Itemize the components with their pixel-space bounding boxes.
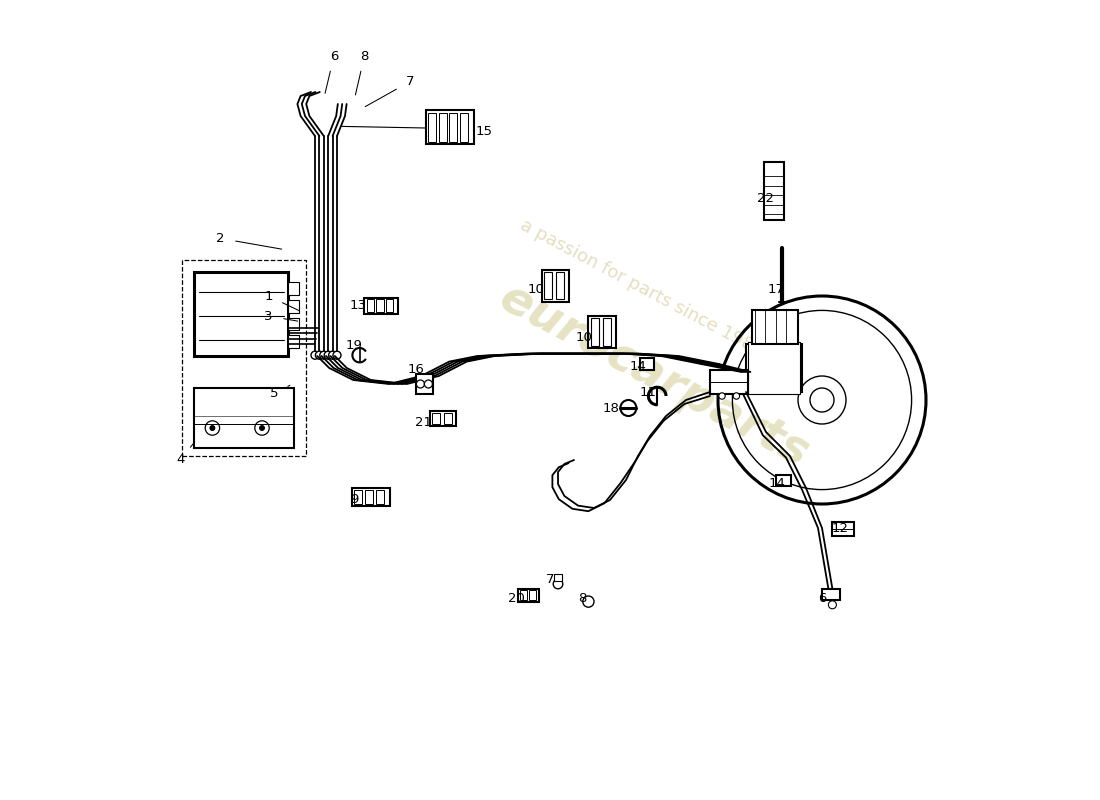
Bar xyxy=(449,113,458,142)
Text: 3: 3 xyxy=(264,310,273,322)
Circle shape xyxy=(620,400,637,416)
Bar xyxy=(432,413,440,424)
Bar xyxy=(365,490,373,504)
Bar xyxy=(426,110,474,144)
Bar xyxy=(364,298,398,314)
Bar xyxy=(591,318,598,346)
Bar xyxy=(416,374,433,394)
Circle shape xyxy=(553,579,563,589)
Circle shape xyxy=(583,596,594,607)
Bar xyxy=(529,590,536,600)
Bar xyxy=(554,574,562,581)
Bar xyxy=(376,490,384,504)
Text: 6: 6 xyxy=(817,592,826,605)
Bar xyxy=(832,522,854,536)
Text: 6: 6 xyxy=(330,50,338,62)
Text: 22: 22 xyxy=(758,192,774,205)
Bar xyxy=(288,282,299,295)
Text: a passion for parts since 1985: a passion for parts since 1985 xyxy=(517,216,767,360)
Bar xyxy=(777,475,791,486)
Text: 17: 17 xyxy=(767,283,784,296)
Circle shape xyxy=(734,393,739,399)
Text: 7: 7 xyxy=(546,573,554,586)
Circle shape xyxy=(810,388,834,412)
Bar xyxy=(746,344,802,392)
Bar xyxy=(588,316,616,348)
Bar xyxy=(542,270,569,302)
Bar xyxy=(430,411,455,426)
Circle shape xyxy=(425,380,432,388)
Circle shape xyxy=(320,351,328,359)
Circle shape xyxy=(333,351,341,359)
Text: 12: 12 xyxy=(832,522,848,534)
Bar xyxy=(288,335,299,348)
Text: eurocarparts: eurocarparts xyxy=(492,275,816,477)
Bar xyxy=(639,358,654,370)
Bar xyxy=(748,342,801,394)
Text: 10: 10 xyxy=(575,331,592,344)
Bar xyxy=(354,490,362,504)
Bar xyxy=(439,113,447,142)
Circle shape xyxy=(828,601,836,609)
Bar xyxy=(603,318,611,346)
Text: 14: 14 xyxy=(769,477,785,490)
Text: 4: 4 xyxy=(176,453,185,466)
Bar xyxy=(443,413,452,424)
Text: 13: 13 xyxy=(350,299,366,312)
Text: 14: 14 xyxy=(629,360,647,373)
Circle shape xyxy=(311,351,319,359)
Text: 20: 20 xyxy=(508,592,525,605)
Bar xyxy=(194,388,294,448)
Bar xyxy=(428,113,437,142)
Circle shape xyxy=(417,380,425,388)
Text: 8: 8 xyxy=(578,592,586,605)
Text: 9: 9 xyxy=(350,493,359,506)
Text: 15: 15 xyxy=(476,125,493,138)
Bar xyxy=(751,310,798,344)
Bar xyxy=(557,272,564,299)
Text: 18: 18 xyxy=(603,402,619,414)
Bar xyxy=(366,299,374,312)
Bar xyxy=(194,272,288,356)
Circle shape xyxy=(210,426,214,430)
Circle shape xyxy=(316,351,323,359)
Circle shape xyxy=(255,421,270,435)
Bar xyxy=(710,370,748,394)
Bar xyxy=(544,272,552,299)
Text: 5: 5 xyxy=(270,387,278,400)
Bar xyxy=(518,589,539,602)
Bar xyxy=(764,162,784,220)
Text: 16: 16 xyxy=(407,363,424,376)
Bar xyxy=(460,113,467,142)
Text: 11: 11 xyxy=(639,386,656,398)
Text: 1: 1 xyxy=(264,290,273,302)
Text: 10: 10 xyxy=(527,283,544,296)
Bar xyxy=(288,300,299,313)
Bar xyxy=(288,318,299,330)
Bar xyxy=(520,590,527,600)
Bar xyxy=(352,488,390,506)
Bar xyxy=(822,589,839,600)
Circle shape xyxy=(206,421,220,435)
Text: 2: 2 xyxy=(216,232,224,245)
Circle shape xyxy=(329,351,337,359)
Bar xyxy=(386,299,393,312)
Circle shape xyxy=(718,393,725,399)
Circle shape xyxy=(260,426,264,430)
Text: 21: 21 xyxy=(415,416,432,429)
Text: 8: 8 xyxy=(360,50,368,62)
Text: 19: 19 xyxy=(345,339,362,352)
Circle shape xyxy=(324,351,332,359)
Text: 7: 7 xyxy=(406,75,415,88)
Bar xyxy=(376,299,384,312)
Bar xyxy=(182,260,306,456)
